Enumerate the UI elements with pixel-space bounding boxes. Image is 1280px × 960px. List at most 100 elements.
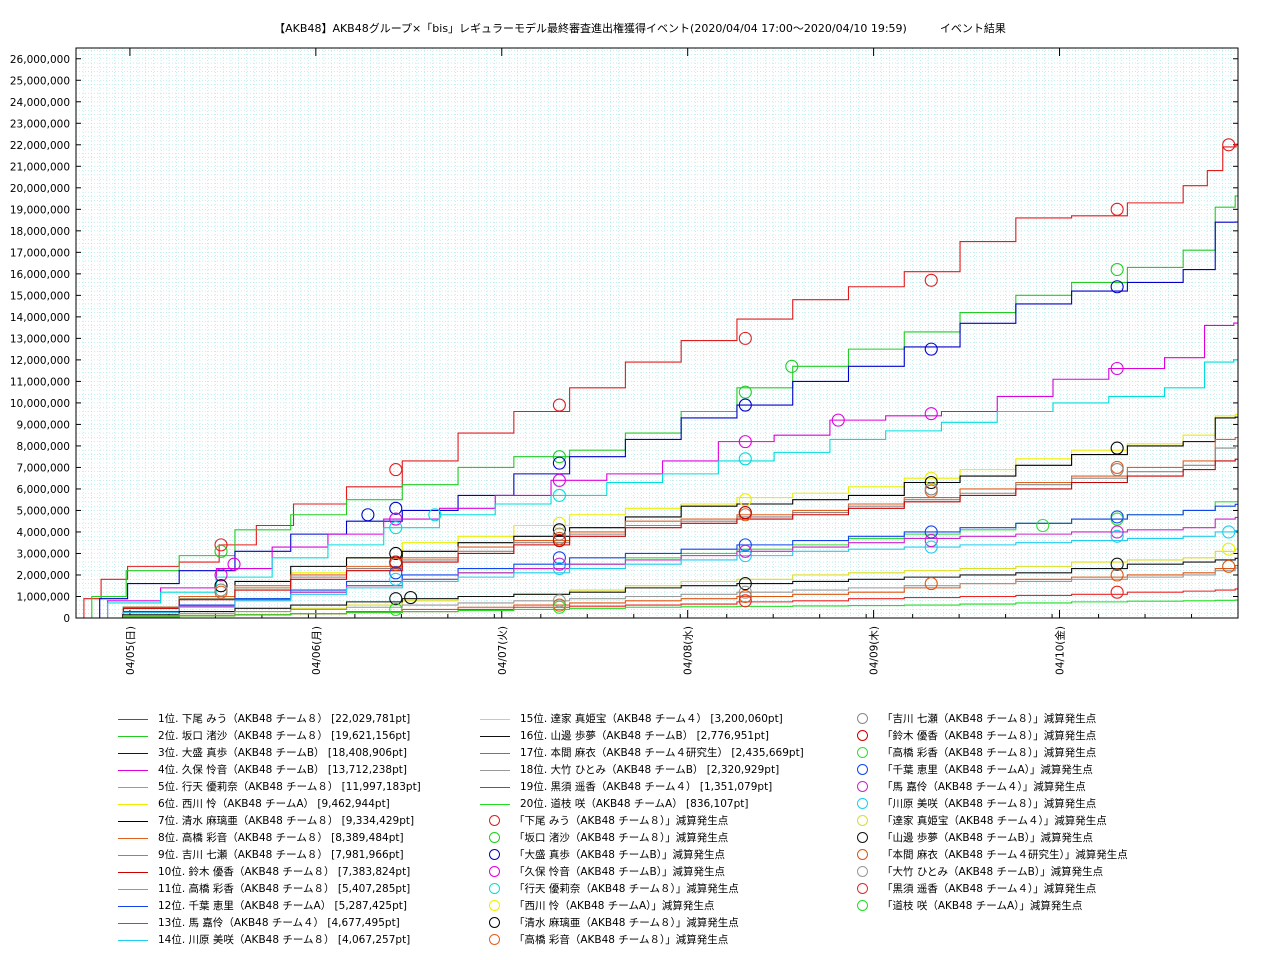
legend-label: 「行天 優莉奈（AKB48 チーム８）」減算発生点 bbox=[514, 883, 739, 895]
legend-label: 7位. 清水 麻璃亜（AKB48 チーム８） [9,334,429pt] bbox=[158, 815, 415, 827]
deduction-marker-4 bbox=[214, 568, 228, 582]
y-tick-label: 26,000,000 bbox=[10, 54, 70, 66]
legend-label: 「道枝 咲（AKB48 チームA）」減算発生点 bbox=[882, 900, 1083, 912]
deduction-marker-2 bbox=[1110, 262, 1124, 277]
deduction-marker-14 bbox=[552, 561, 566, 576]
series-line-7 bbox=[76, 416, 1238, 619]
y-tick-label: 10,000,000 bbox=[10, 398, 70, 410]
legend-line-swatch bbox=[480, 753, 510, 754]
legend-circle-swatch bbox=[857, 798, 868, 809]
deduction-marker-19 bbox=[1110, 585, 1124, 599]
deduction-marker-1 bbox=[1222, 138, 1236, 152]
legend-circle-swatch bbox=[489, 917, 500, 928]
deduction-marker-14 bbox=[389, 572, 403, 586]
x-tick-label: 04/05(日) bbox=[125, 626, 137, 675]
legend-label: 10位. 鈴木 優香（AKB48 チーム８） [7,383,824pt] bbox=[158, 866, 411, 878]
deduction-marker-13 bbox=[924, 534, 938, 548]
deduction-marker-20 bbox=[389, 602, 403, 616]
legend-label: 「西川 怜（AKB48 チームA）」減算発生点 bbox=[514, 900, 715, 912]
deduction-marker-18 bbox=[738, 585, 752, 599]
series-line-1 bbox=[76, 143, 1238, 619]
x-tick-label: 04/08(水) bbox=[683, 626, 695, 675]
legend-label: 5位. 行天 優莉奈（AKB48 チーム８） [11,997,183pt] bbox=[158, 781, 421, 793]
deduction-marker-17 bbox=[924, 577, 938, 591]
y-tick-label: 17,000,000 bbox=[10, 247, 70, 259]
deduction-marker-12 bbox=[924, 525, 938, 539]
legend-label: 9位. 吉川 七瀬（AKB48 チーム８） [7,981,966pt] bbox=[158, 849, 404, 861]
series-line-20 bbox=[76, 599, 1238, 619]
y-tick-label: 25,000,000 bbox=[10, 75, 70, 87]
deduction-marker-2 bbox=[785, 359, 799, 373]
deduction-marker-10 bbox=[552, 534, 566, 548]
legend-circle-swatch bbox=[489, 883, 500, 894]
deduction-marker-16 bbox=[738, 577, 752, 591]
deduction-marker-6 bbox=[738, 493, 752, 507]
legend-label: 1位. 下尾 みう（AKB48 チーム８） [22,029,781pt] bbox=[158, 713, 411, 725]
deduction-marker-4 bbox=[552, 473, 566, 487]
legend-line-swatch bbox=[480, 804, 510, 805]
deduction-marker-4 bbox=[389, 512, 403, 526]
deduction-marker-3 bbox=[389, 501, 403, 515]
deduction-marker-19 bbox=[738, 594, 752, 608]
legend-label: 17位. 本間 麻衣（AKB48 チーム４研究生） [2,435,669pt] bbox=[520, 747, 804, 759]
legend-line-swatch bbox=[118, 838, 148, 839]
legend-line-swatch bbox=[118, 906, 148, 907]
legend-label: 「千葉 恵里（AKB48 チームA）」減算発生点 bbox=[882, 764, 1093, 776]
x-tick-label: 04/06(月) bbox=[311, 626, 323, 675]
deduction-marker-4 bbox=[924, 407, 938, 421]
deduction-marker-5 bbox=[428, 508, 442, 522]
deduction-marker-11 bbox=[1036, 518, 1050, 533]
y-tick-label: 6,000,000 bbox=[17, 484, 70, 496]
x-tick-label: 04/07(火) bbox=[497, 626, 509, 675]
x-tick-label: 04/10(金) bbox=[1054, 626, 1067, 675]
y-tick-label: 16,000,000 bbox=[10, 269, 70, 281]
y-tick-label: 15,000,000 bbox=[10, 290, 70, 302]
legend-circle-swatch bbox=[857, 713, 868, 724]
legend-line-swatch bbox=[118, 787, 148, 788]
x-tick-label: 04/09(木) bbox=[869, 626, 881, 675]
legend-circle-swatch bbox=[857, 815, 868, 826]
deduction-marker-7 bbox=[552, 523, 566, 537]
deduction-marker-10 bbox=[389, 555, 403, 569]
series-line-16 bbox=[76, 557, 1238, 619]
y-tick-label: 5,000,000 bbox=[17, 505, 70, 517]
series-line-13 bbox=[76, 516, 1238, 619]
legend-line-swatch bbox=[480, 787, 510, 788]
legend-line-swatch bbox=[118, 821, 148, 822]
deduction-marker-13 bbox=[552, 557, 566, 571]
legend-line-swatch bbox=[118, 804, 148, 805]
legend-label: 「久保 怜音（AKB48 チームB）」減算発生点 bbox=[514, 866, 725, 878]
legend-label: 3位. 大盛 真歩（AKB48 チームB） [18,408,906pt] bbox=[158, 747, 407, 759]
legend-circle-swatch bbox=[857, 781, 868, 792]
y-tick-label: 21,000,000 bbox=[10, 161, 70, 173]
deduction-marker-3 bbox=[924, 342, 938, 356]
y-tick-label: 19,000,000 bbox=[10, 204, 70, 216]
deduction-marker-2 bbox=[214, 544, 228, 558]
y-tick-label: 9,000,000 bbox=[17, 419, 70, 431]
deduction-marker-12 bbox=[738, 538, 752, 552]
legend-circle-swatch bbox=[857, 747, 868, 758]
series-lines bbox=[76, 143, 1238, 619]
deduction-marker-14 bbox=[924, 540, 938, 554]
deduction-marker-4 bbox=[738, 435, 752, 449]
deduction-marker-16 bbox=[1110, 557, 1124, 571]
deduction-marker-1 bbox=[738, 331, 752, 345]
y-tick-label: 14,000,000 bbox=[10, 312, 70, 324]
deduction-marker-17 bbox=[738, 589, 752, 604]
legend-line-swatch bbox=[118, 940, 148, 941]
legend-label: 14位. 川原 美咲（AKB48 チーム８） [4,067,257pt] bbox=[158, 934, 411, 946]
legend-label: 4位. 久保 怜音（AKB48 チームB） [13,712,238pt] bbox=[158, 764, 407, 776]
deduction-marker-10 bbox=[738, 506, 752, 520]
deduction-marker-5 bbox=[552, 488, 566, 502]
legend-line-swatch bbox=[480, 719, 510, 720]
y-tick-label: 20,000,000 bbox=[10, 183, 70, 195]
legend-label: 「大竹 ひとみ（AKB48 チームB）」減算発生点 bbox=[882, 866, 1104, 878]
deduction-marker-6 bbox=[552, 516, 566, 530]
grid bbox=[75, 48, 1239, 619]
legend-label: 13位. 馬 嘉伶（AKB48 チーム４） [4,677,495pt] bbox=[158, 917, 400, 929]
deduction-marker-20 bbox=[552, 600, 566, 614]
legend-circle-swatch bbox=[857, 730, 868, 741]
legend-label: 16位. 山邊 歩夢（AKB48 チームB） [2,776,951pt] bbox=[520, 730, 769, 742]
deduction-marker-16 bbox=[404, 591, 418, 605]
